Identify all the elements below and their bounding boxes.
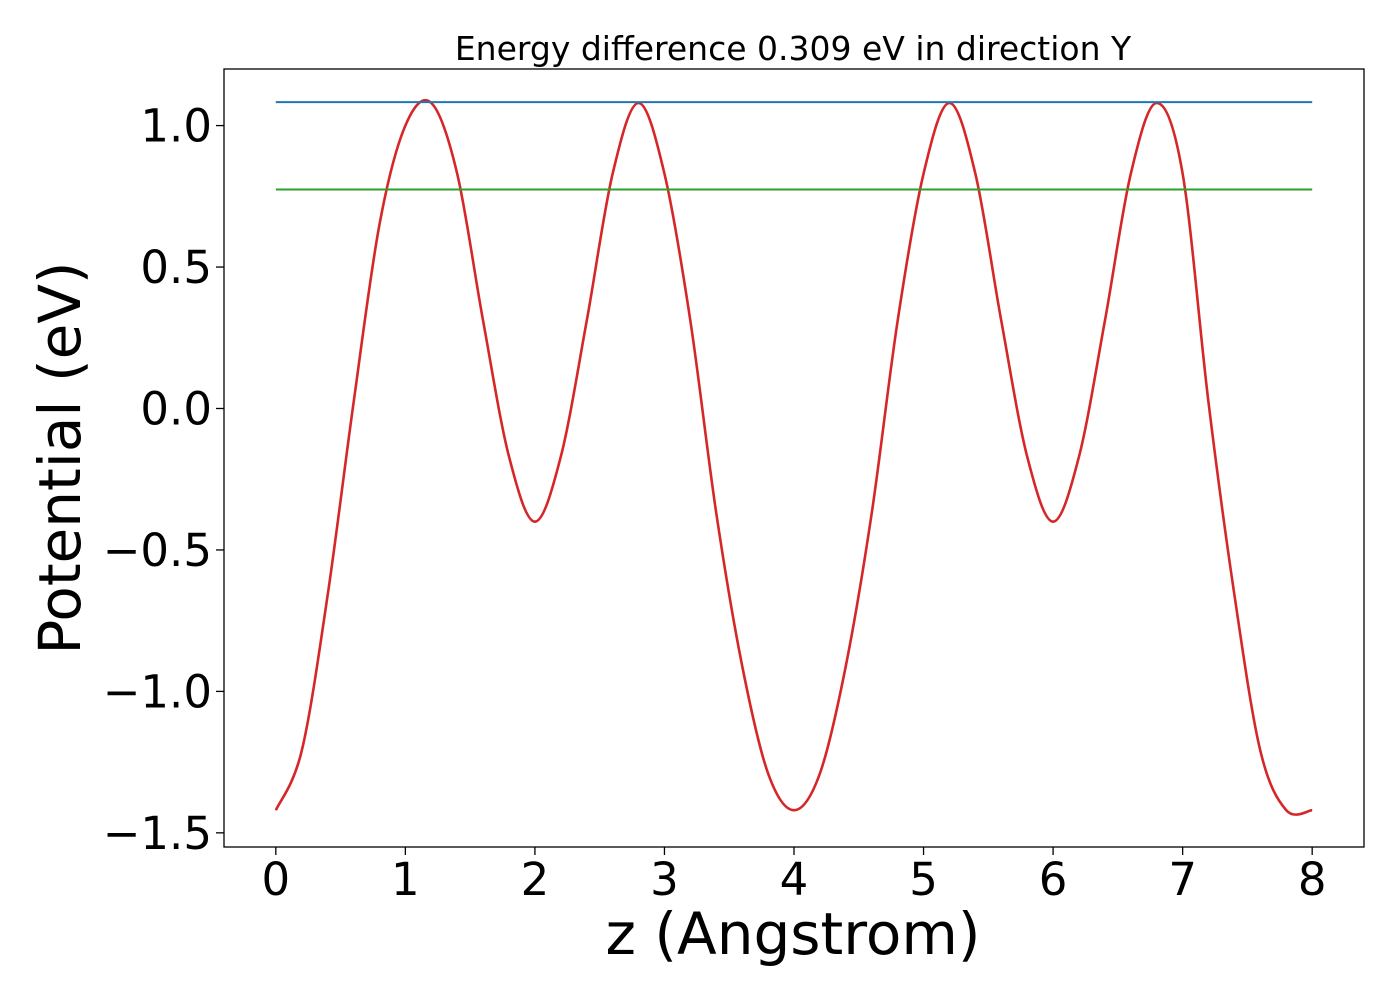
y-tick-label: −0.5 — [103, 524, 212, 577]
y-tick-label: 0.0 — [140, 382, 212, 435]
x-tick-label: 5 — [909, 853, 938, 906]
x-tick-label: 8 — [1298, 853, 1327, 906]
x-tick-label: 6 — [1039, 853, 1068, 906]
x-tick-label: 3 — [650, 853, 679, 906]
y-tick-label: 1.0 — [140, 100, 212, 153]
x-tick-label: 7 — [1168, 853, 1197, 906]
y-tick-label: −1.0 — [103, 665, 212, 718]
x-axis-ticks: 0 1 2 3 4 5 6 7 8 — [261, 847, 1327, 906]
y-axis-ticks: 1.0 0.5 0.0 −0.5 −1.0 −1.5 — [103, 100, 224, 860]
chart-title: Energy difference 0.309 eV in direction … — [455, 29, 1132, 68]
series-line-0 — [274, 98, 1313, 816]
series-layer — [274, 98, 1313, 816]
x-tick-label: 4 — [780, 853, 809, 906]
y-tick-label: −1.5 — [103, 807, 212, 860]
x-tick-label: 0 — [261, 853, 290, 906]
y-tick-label: 0.5 — [140, 241, 212, 294]
y-axis-label: Potential (eV) — [26, 261, 94, 654]
x-axis-label: z (Angstrom) — [606, 900, 981, 968]
x-tick-label: 2 — [521, 853, 550, 906]
x-tick-label: 1 — [391, 853, 420, 906]
